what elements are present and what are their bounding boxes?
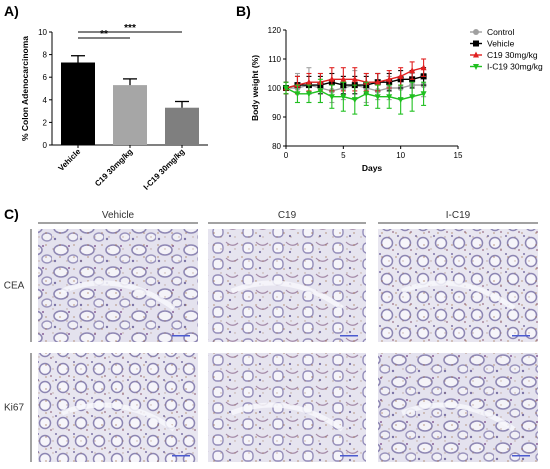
legend-label-1: Vehicle [487,39,515,49]
series-point-3 [317,88,324,95]
series-point-3 [420,91,427,98]
micrograph-scale-bar [512,455,530,457]
series-point-2 [351,75,358,82]
line-chart-y-tick-label: 80 [272,142,281,151]
panel-label-c: C) [4,206,19,222]
series-point-3 [397,97,404,104]
bar-chart-y-tick-label: 8 [43,51,48,60]
series-point-3 [374,94,381,101]
legend-label-2: C19 30mg/kg [487,50,538,60]
row-header: Ki67 [4,403,24,414]
series-point-3 [351,97,358,104]
series-point-2 [305,78,312,85]
series-point-3 [328,94,335,101]
line-chart-y-axis-title: Body weight (%) [250,55,260,121]
micrograph-lumen [61,402,176,432]
series-point-2 [397,72,404,79]
micrograph-scale-bar [172,335,190,337]
series-point-3 [305,91,312,98]
bar-chart-y-tick-label: 10 [38,28,47,37]
series-point-3 [386,94,393,101]
panel-label-b: B) [236,3,251,19]
series-point-3 [294,91,301,98]
line-chart-x-tick-label: 0 [284,151,289,160]
line-chart-y-tick-label: 110 [268,55,281,64]
column-header: I-C19 [446,210,471,221]
line-chart-body-weight: Body weight (%) Days 80 90 100 110 120 0 5 10 15 [250,26,463,173]
line-chart-x-tick-label: 15 [454,151,463,160]
series-point-2 [374,78,381,85]
micrograph-lumen [401,280,516,311]
legend-label-3: I-C19 30mg/kg [487,62,543,72]
line-chart-x-tick-label: 10 [396,151,405,160]
micrograph-scale-bar [340,335,358,337]
line-chart-y-tick-label: 120 [268,26,282,35]
legend-marker-0 [473,29,479,35]
series-point-2 [340,75,347,82]
series-point-2 [420,64,427,71]
bar-2 [165,107,199,145]
micrograph-lumen [230,280,344,311]
bar-category-label: Vehicle [57,147,83,173]
micrograph-scale-bar [172,455,190,457]
micrograph-scale-bar [340,455,358,457]
series-point-3 [409,94,416,101]
micrograph-lumen [230,402,344,432]
series-3 [283,78,427,115]
line-chart-x-axis-title: Days [362,163,383,173]
line-chart-y-tick-label: 90 [272,113,281,122]
significance-label: *** [124,23,136,34]
series-point-3 [363,91,370,98]
ihc-micrograph-panel: Vehicle C19 I-C19 CEA Ki67 [4,210,538,462]
bar-chart-y-tick-label: 4 [43,96,48,105]
series-point-3 [340,94,347,101]
bar-category-label: C19 30mg/kg [93,147,134,188]
micrograph-lumen [61,280,176,311]
column-header: Vehicle [102,210,135,221]
line-chart-x-tick-label: 5 [341,151,346,160]
bar-chart-y-tick-label: 2 [43,118,48,127]
panel-label-a: A) [4,3,19,19]
micrograph-lumen [401,402,516,432]
bar-0 [61,62,95,146]
bar-category-label: I-C19 30mg/kg [142,147,187,192]
bar-1 [113,85,147,145]
significance-label: ** [100,29,108,40]
column-header: C19 [278,210,297,221]
series-point-2 [386,75,393,82]
bar-chart-y-tick-label: 6 [43,73,48,82]
legend-label-0: Control [487,27,515,37]
legend-marker-1 [473,40,479,47]
bar-chart-colon-adenocarcinoma: % Colon Adenocarcinoma 0 2 4 6 8 10 Vehicle C19… [20,23,208,192]
line-chart-y-tick-label: 100 [268,84,282,93]
bar-chart-y-tick-label: 0 [43,141,48,150]
bar-chart-y-axis-title: % Colon Adenocarcinoma [20,36,30,141]
series-point-3 [283,85,289,92]
legend-marker-3 [473,64,479,70]
series-point-2 [328,75,335,82]
row-header: CEA [4,281,25,292]
legend-marker-2 [473,51,479,58]
micrograph-scale-bar [512,335,530,337]
series-point-2 [409,67,416,74]
